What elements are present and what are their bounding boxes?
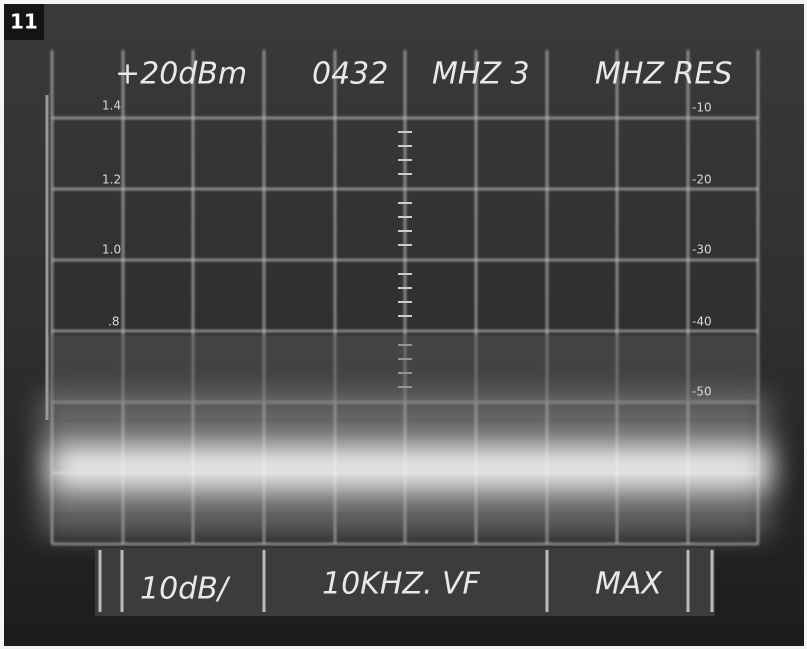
baseline-glow <box>50 445 770 490</box>
readout: MHZ RES <box>595 57 732 92</box>
right-scale-label: -40 <box>692 315 712 329</box>
right-scale-label: -20 <box>692 173 712 187</box>
noise-floor <box>46 335 758 405</box>
readout: MAX <box>595 567 663 602</box>
right-scale-label: -10 <box>692 101 712 115</box>
readout: +20dBm <box>115 57 247 92</box>
right-scale-label: -50 <box>692 385 712 399</box>
figure-label: 11 <box>10 10 38 34</box>
left-scale-label: 1.4 <box>102 99 121 113</box>
readout: MHZ 3 <box>432 57 530 92</box>
left-scale-label: 1.0 <box>102 243 121 257</box>
left-scale-label: .8 <box>108 315 119 329</box>
right-scale-label: -30 <box>692 243 712 257</box>
readout: 0432 <box>312 57 388 92</box>
left-scale-label: 1.2 <box>102 173 121 187</box>
readout: 10dB/ <box>140 572 231 607</box>
readout: 10KHZ. VF <box>322 567 481 602</box>
label-box <box>4 4 44 40</box>
bottom-dividers <box>98 550 714 612</box>
bottom-panel <box>95 548 715 616</box>
